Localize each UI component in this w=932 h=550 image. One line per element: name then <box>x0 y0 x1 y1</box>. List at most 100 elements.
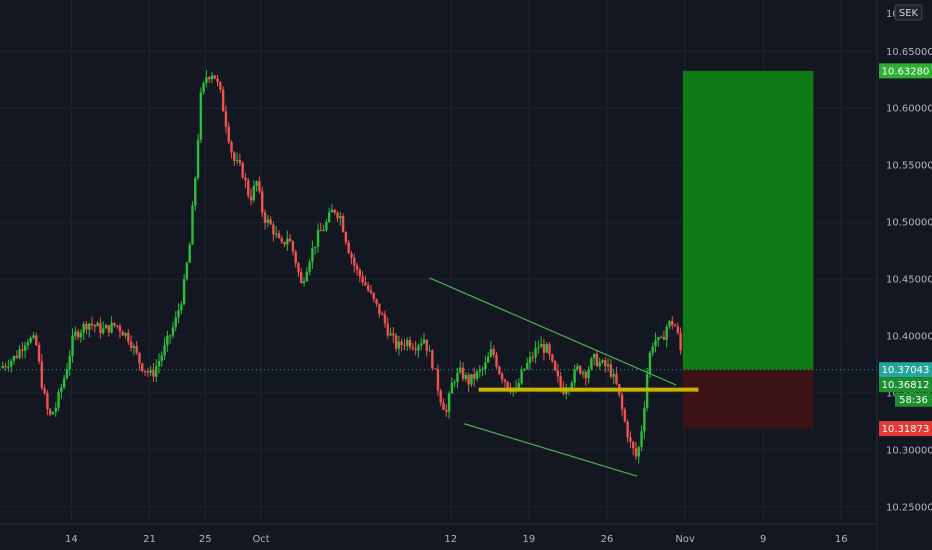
candle-body <box>199 92 203 140</box>
candle-body <box>129 341 133 348</box>
candle-body <box>96 323 99 327</box>
candle-body <box>657 337 660 341</box>
price-tick-label: 10.65000 <box>886 47 932 58</box>
candle-body <box>79 332 83 338</box>
candle-body <box>654 340 657 347</box>
candle-body <box>149 370 152 373</box>
candle-body <box>442 402 445 410</box>
channel-lower-line <box>463 423 638 477</box>
candle-body <box>224 111 228 127</box>
candle-body <box>249 195 253 201</box>
candle-body <box>595 353 599 367</box>
countdown-badge: 58:36 <box>895 392 932 407</box>
candle-body <box>74 331 77 336</box>
candle-body <box>573 369 576 384</box>
candle-body <box>531 357 534 359</box>
candle-body <box>194 177 197 206</box>
candle-body <box>227 126 230 143</box>
candle-body <box>369 290 373 293</box>
candle-body <box>400 341 403 345</box>
candle-body <box>375 298 378 304</box>
candle-body <box>238 160 242 163</box>
candle-body <box>261 191 264 213</box>
candle-body <box>473 374 476 379</box>
price-tick-label: 10.45000 <box>886 275 932 286</box>
candle-body <box>213 75 216 79</box>
time-tick-label: 9 <box>760 534 766 545</box>
candle-body <box>584 372 587 379</box>
candle-body <box>185 262 189 280</box>
countdown-label: 58:36 <box>899 395 928 406</box>
candle-body <box>113 322 116 326</box>
candle-body <box>146 371 150 373</box>
price-tick-label: 10.30000 <box>886 445 932 456</box>
currency-badge[interactable] <box>894 4 923 21</box>
candle-body <box>180 304 183 311</box>
candle-body <box>411 347 415 349</box>
candle-body <box>456 372 459 383</box>
loss-zone <box>682 369 814 429</box>
grid <box>0 0 877 524</box>
candle-body <box>208 77 211 80</box>
candle-body <box>559 376 562 388</box>
price-axis[interactable]: 10.65000 10.60000 10.55000 10.50000 10.45000… <box>876 0 932 550</box>
candle-body <box>127 332 130 342</box>
candle-body <box>623 409 627 422</box>
candle-body <box>643 407 646 432</box>
profit-zone <box>682 70 814 370</box>
candle-body <box>182 279 186 305</box>
candle-body <box>46 393 49 410</box>
candle-body <box>537 347 540 349</box>
candle-body <box>12 355 16 361</box>
candle-body <box>498 366 501 374</box>
candle-body <box>380 314 384 316</box>
time-tick-label: 12 <box>444 534 457 545</box>
price-axis-background <box>877 0 932 550</box>
candle-body <box>503 379 507 382</box>
candle-body <box>168 335 172 337</box>
candle-body <box>598 362 601 367</box>
price-tick-label: 10.25000 <box>886 502 932 513</box>
channel-upper-line <box>429 277 677 386</box>
stop-price-badge: 10.31873 <box>879 421 932 437</box>
candle-body <box>517 383 521 388</box>
time-axis[interactable]: 14 21 25 Oct 12 19 26 Nov 9 16 <box>0 523 877 550</box>
candle-body <box>191 205 194 245</box>
candle-body <box>461 367 465 379</box>
candle-body <box>266 219 269 223</box>
candle-body <box>403 344 406 346</box>
time-tick-label: Nov <box>675 534 695 545</box>
candle-body <box>341 216 345 233</box>
candle-body <box>60 387 63 392</box>
candle-body <box>417 345 420 351</box>
candle-body <box>300 272 303 283</box>
drawings <box>429 277 699 477</box>
candle-body <box>37 345 41 362</box>
candle-body <box>428 350 431 352</box>
price-tick-label: 10.40000 <box>886 332 932 343</box>
candle-body <box>467 374 470 385</box>
candle-body <box>196 139 200 178</box>
candle-body <box>88 323 91 330</box>
candle-body <box>141 363 144 371</box>
candle-body <box>394 335 398 349</box>
candle-body <box>336 212 339 219</box>
candle-body <box>316 230 320 247</box>
candle-body <box>9 360 13 367</box>
candle-body <box>43 388 46 394</box>
candle-body <box>233 152 236 161</box>
candle-body <box>118 325 122 332</box>
candle-body <box>433 368 437 370</box>
stop-price-label: 10.31873 <box>882 424 930 435</box>
candle-body <box>280 238 283 242</box>
candle-body <box>124 332 127 336</box>
candle-body <box>202 82 205 93</box>
candle-body <box>90 323 94 326</box>
time-axis-background <box>0 524 877 550</box>
candle-body <box>110 322 113 333</box>
candle-body <box>269 219 272 225</box>
currency-label: SEK <box>899 8 919 19</box>
candle-body <box>383 314 387 324</box>
candle-body <box>634 448 638 457</box>
